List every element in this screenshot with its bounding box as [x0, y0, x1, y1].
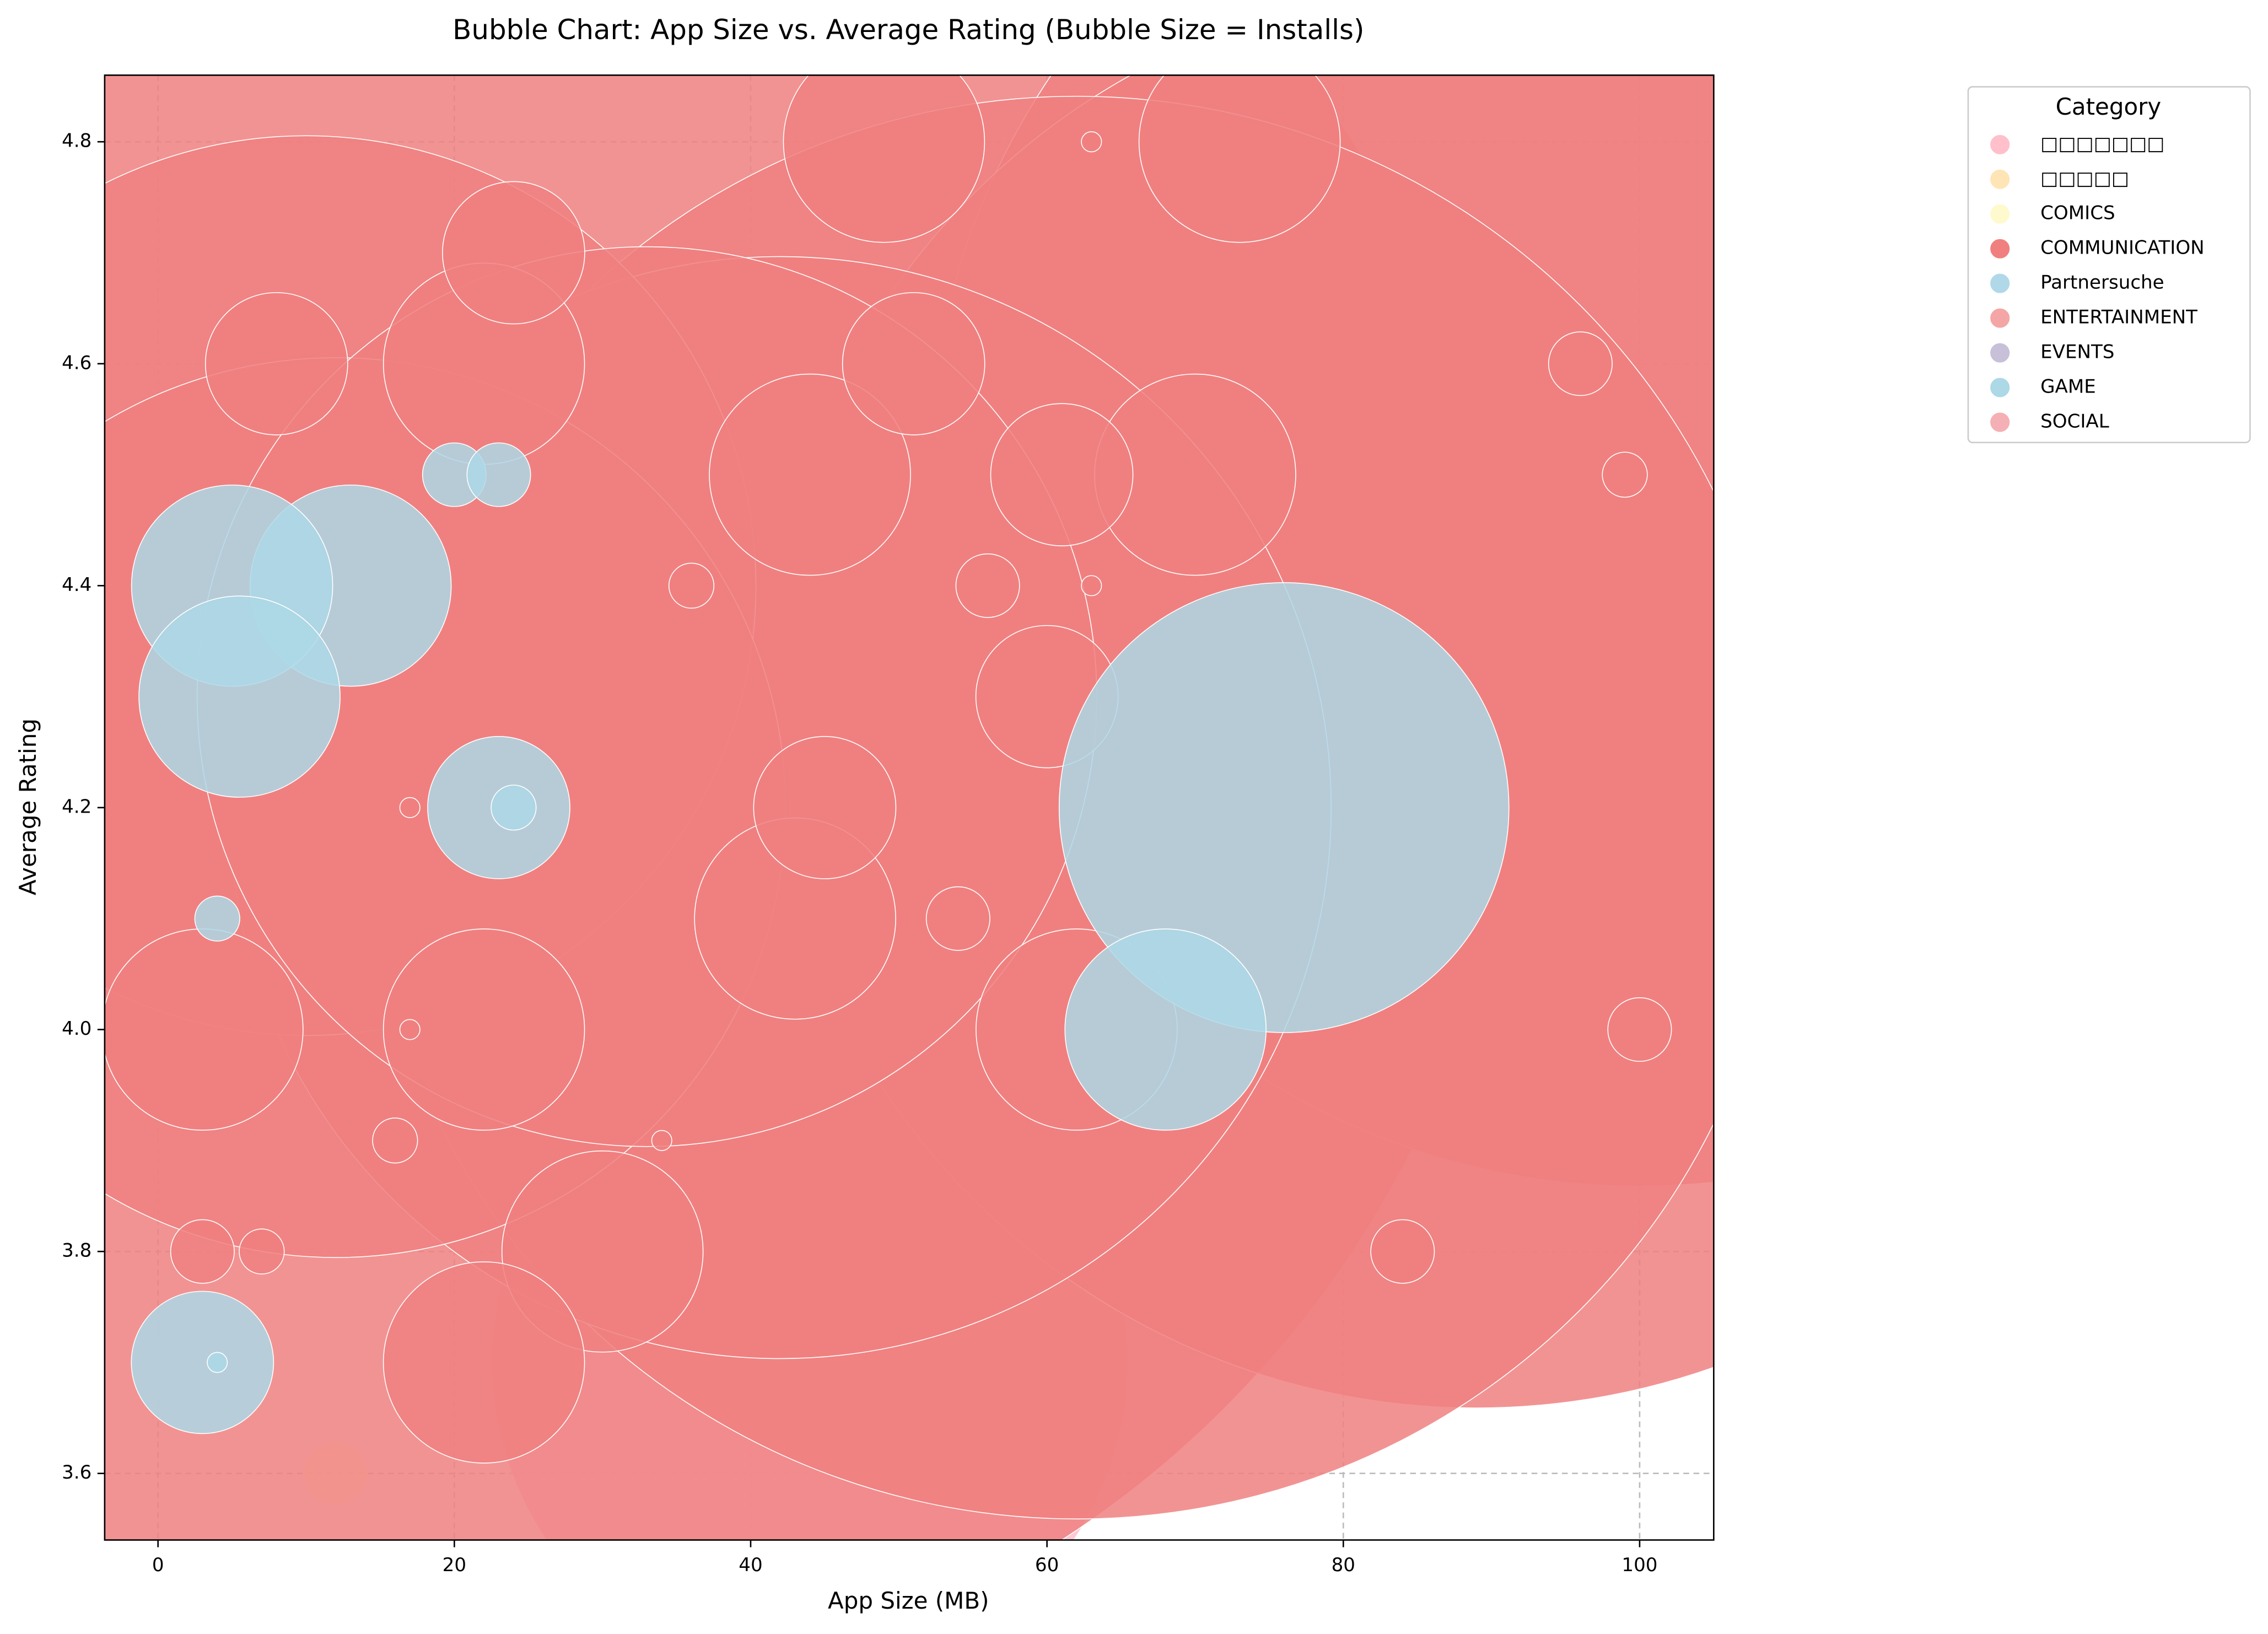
bubble — [131, 1291, 274, 1434]
legend-marker — [1989, 411, 2011, 433]
y-tick-label: 4.0 — [62, 1018, 91, 1040]
bubble — [783, 75, 985, 243]
bubble — [104, 928, 304, 1131]
bubble — [1607, 997, 1672, 1062]
legend-label: □□□□□□□ — [2040, 133, 2164, 155]
legend-marker — [1989, 272, 2011, 294]
bubble — [442, 181, 585, 325]
legend-marker — [1989, 169, 2011, 190]
legend-label: COMMUNICATION — [2040, 237, 2205, 259]
bubble — [990, 403, 1134, 546]
legend: Category □□□□□□□□□□□□COMICSCOMMUNICATION… — [1967, 86, 2251, 443]
bubble — [1064, 928, 1267, 1131]
bubble — [1138, 75, 1341, 243]
x-tick-label: 0 — [152, 1554, 164, 1576]
y-tick-label: 4.8 — [62, 130, 91, 152]
bubble — [372, 1117, 418, 1164]
bubble — [1058, 582, 1510, 1033]
x-tick-label: 80 — [1332, 1554, 1355, 1576]
y-tick-label: 3.6 — [62, 1461, 91, 1484]
legend-label: SOCIAL — [2040, 410, 2109, 432]
legend-marker — [1989, 238, 2011, 260]
bubble — [399, 797, 421, 818]
bubble — [753, 736, 897, 879]
legend-label: ENTERTAINMENT — [2040, 307, 2197, 329]
legend-marker — [1989, 203, 2011, 225]
bubble — [383, 928, 585, 1131]
legend-marker — [1989, 307, 2011, 329]
bubble — [138, 595, 341, 798]
legend-label: Partnersuche — [2040, 272, 2164, 294]
bubble — [466, 442, 531, 507]
bubble — [194, 895, 240, 942]
bubble — [491, 784, 537, 831]
bubble — [925, 886, 990, 951]
bubble — [170, 1219, 235, 1284]
bubble — [399, 1019, 421, 1040]
legend-label: GAME — [2040, 375, 2096, 397]
bubble — [709, 373, 911, 576]
bubble — [1602, 452, 1648, 498]
bubble — [207, 1352, 228, 1373]
bubble — [1081, 131, 1102, 153]
bubble — [239, 1228, 285, 1275]
legend-label: □□□□□ — [2040, 168, 2129, 190]
legend-label: EVENTS — [2040, 341, 2114, 363]
bubble — [651, 1130, 672, 1151]
x-tick-label: 20 — [443, 1554, 466, 1576]
bubble — [1370, 1219, 1435, 1284]
bubble — [1548, 331, 1613, 396]
y-tick-label: 4.6 — [62, 352, 91, 374]
bubble — [383, 1261, 585, 1464]
x-tick-label: 40 — [739, 1554, 762, 1576]
x-axis-label: App Size (MB) — [828, 1587, 989, 1614]
legend-marker — [1989, 342, 2011, 364]
bubble — [1081, 575, 1102, 596]
bubble — [204, 292, 348, 436]
y-tick-label: 4.4 — [62, 574, 91, 596]
bubble — [668, 562, 715, 609]
y-tick-label: 4.2 — [62, 796, 91, 818]
bubble — [842, 292, 985, 436]
x-tick-label: 100 — [1621, 1554, 1657, 1576]
legend-title: Category — [2056, 93, 2162, 120]
legend-marker — [1989, 377, 2011, 399]
legend-label: COMICS — [2040, 202, 2115, 224]
y-axis-label: Average Rating — [14, 718, 41, 895]
y-tick-label: 3.8 — [62, 1240, 91, 1262]
legend-marker — [1989, 134, 2011, 155]
legend-box — [1967, 86, 2251, 443]
chart-title: Bubble Chart: App Size vs. Average Ratin… — [452, 14, 1364, 46]
bubble — [955, 553, 1020, 618]
x-tick-label: 60 — [1035, 1554, 1059, 1576]
